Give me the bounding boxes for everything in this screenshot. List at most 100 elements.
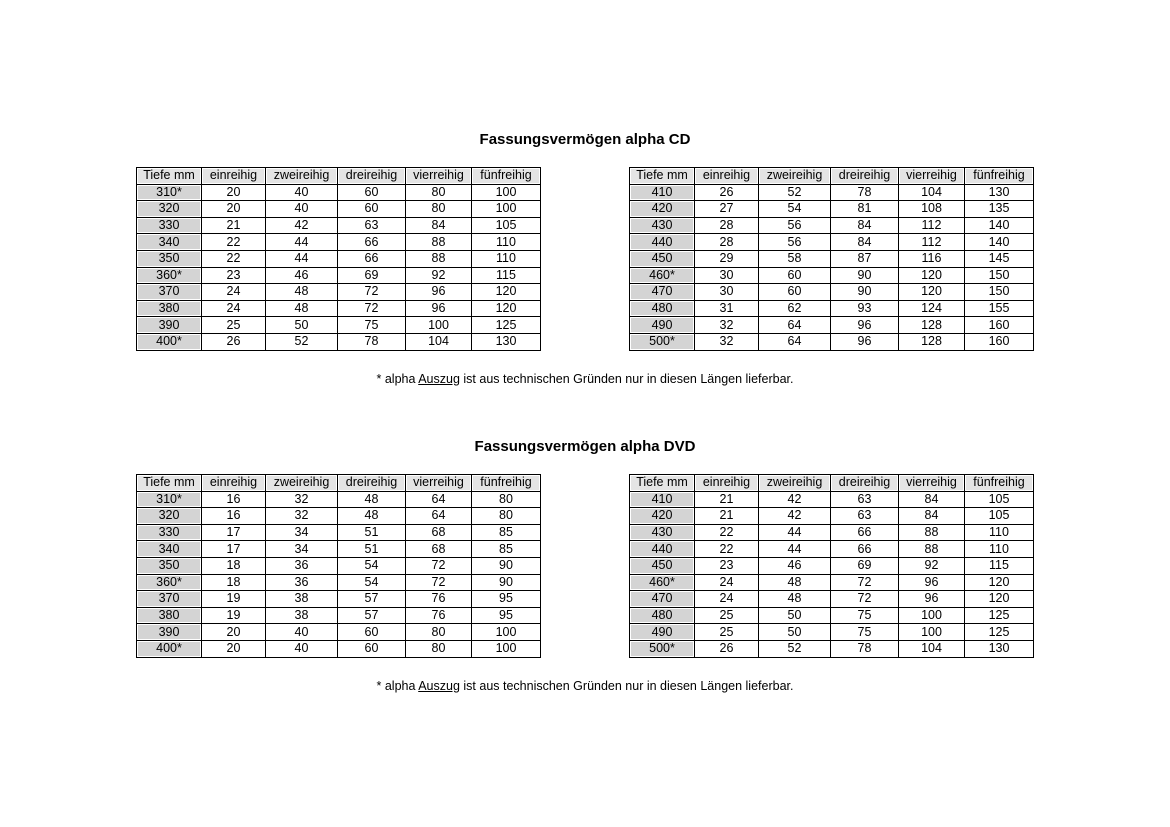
depth-cell: 350 xyxy=(136,556,202,575)
depth-cell: 460* xyxy=(629,266,695,285)
capacity-cell: 26 xyxy=(694,183,759,202)
capacity-cell: 90 xyxy=(471,573,541,592)
column-header: fünfreihig xyxy=(471,167,541,185)
capacity-cell: 44 xyxy=(265,233,338,251)
capacity-cell: 52 xyxy=(758,183,831,202)
capacity-cell: 20 xyxy=(201,183,266,202)
capacity-cell: 18 xyxy=(201,556,266,575)
capacity-cell: 48 xyxy=(337,490,406,509)
table-row: 460* 30 60 90 120 150 xyxy=(629,266,1034,285)
capacity-cell: 52 xyxy=(265,332,338,351)
capacity-cell: 66 xyxy=(830,523,899,542)
footnote-text: * alpha xyxy=(376,679,419,693)
capacity-cell: 75 xyxy=(830,606,899,625)
capacity-cell: 150 xyxy=(964,283,1034,301)
column-header: dreireihig xyxy=(830,167,899,185)
capacity-cell: 20 xyxy=(201,200,266,218)
depth-cell: 370 xyxy=(136,590,202,608)
capacity-cell: 150 xyxy=(964,266,1034,285)
capacity-cell: 22 xyxy=(694,540,759,558)
capacity-cell: 30 xyxy=(694,283,759,301)
capacity-cell: 72 xyxy=(337,283,406,301)
capacity-cell: 72 xyxy=(830,590,899,608)
depth-cell: 480 xyxy=(629,299,695,318)
capacity-cell: 21 xyxy=(201,216,266,235)
depth-cell: 410 xyxy=(629,183,695,202)
table-row: 430 28 56 84 112 140 xyxy=(629,216,1034,235)
capacity-cell: 19 xyxy=(201,590,266,608)
table-row: 370 19 38 57 76 95 xyxy=(136,590,541,608)
column-header: einreihig xyxy=(201,167,266,185)
capacity-cell: 19 xyxy=(201,606,266,625)
capacity-cell: 25 xyxy=(694,623,759,641)
capacity-cell: 112 xyxy=(898,233,965,251)
capacity-cell: 42 xyxy=(265,216,338,235)
depth-cell: 440 xyxy=(629,233,695,251)
depth-cell: 330 xyxy=(136,216,202,235)
capacity-cell: 78 xyxy=(830,639,899,658)
table-row: 360* 23 46 69 92 115 xyxy=(136,266,541,285)
capacity-cell: 51 xyxy=(337,523,406,542)
capacity-cell: 24 xyxy=(694,573,759,592)
capacity-cell: 51 xyxy=(337,540,406,558)
table-row: 420 27 54 81 108 135 xyxy=(629,200,1034,218)
capacity-cell: 48 xyxy=(337,507,406,525)
depth-cell: 430 xyxy=(629,216,695,235)
capacity-cell: 100 xyxy=(471,200,541,218)
depth-cell: 370 xyxy=(136,283,202,301)
depth-cell: 380 xyxy=(136,299,202,318)
table-row: 470 24 48 72 96 120 xyxy=(629,590,1034,608)
capacity-cell: 100 xyxy=(471,183,541,202)
table-row: 340 22 44 66 88 110 xyxy=(136,233,541,251)
depth-cell: 310* xyxy=(136,490,202,509)
section-title-dvd: Fassungsvermögen alpha DVD xyxy=(474,438,696,455)
capacity-cell: 108 xyxy=(898,200,965,218)
capacity-cell: 92 xyxy=(405,266,472,285)
capacity-cell: 52 xyxy=(758,639,831,658)
capacity-cell: 140 xyxy=(964,216,1034,235)
column-header: dreireihig xyxy=(337,474,406,492)
footnote-auszug: Auszug xyxy=(418,372,460,386)
table-row: 470 30 60 90 120 150 xyxy=(629,283,1034,301)
header-row: Tiefe mm einreihig zweireihig dreireihig vie… xyxy=(629,474,1034,492)
capacity-cell: 104 xyxy=(898,639,965,658)
depth-cell: 400* xyxy=(136,639,202,658)
capacity-cell: 46 xyxy=(265,266,338,285)
table-row: 410 26 52 78 104 130 xyxy=(629,183,1034,202)
capacity-cell: 80 xyxy=(471,507,541,525)
capacity-cell: 40 xyxy=(265,623,338,641)
section-title-cd: Fassungsvermögen alpha CD xyxy=(479,131,691,148)
column-header: vierreihig xyxy=(405,474,472,492)
capacity-cell: 120 xyxy=(964,590,1034,608)
column-header: zweireihig xyxy=(265,474,338,492)
capacity-cell: 112 xyxy=(898,216,965,235)
header-row: Tiefe mm einreihig zweireihig dreireihig vie… xyxy=(136,167,541,185)
table-row: 480 25 50 75 100 125 xyxy=(629,606,1034,625)
capacity-cell: 28 xyxy=(694,233,759,251)
capacity-cell: 160 xyxy=(964,332,1034,351)
capacity-cell: 66 xyxy=(830,540,899,558)
depth-cell: 360* xyxy=(136,573,202,592)
depth-cell: 450 xyxy=(629,556,695,575)
capacity-cell: 24 xyxy=(694,590,759,608)
table-row: 380 24 48 72 96 120 xyxy=(136,299,541,318)
capacity-cell: 18 xyxy=(201,573,266,592)
capacity-cell: 64 xyxy=(405,490,472,509)
depth-cell: 350 xyxy=(136,249,202,268)
table-row: 500* 32 64 96 128 160 xyxy=(629,332,1034,351)
column-header: dreireihig xyxy=(830,474,899,492)
capacity-cell: 28 xyxy=(694,216,759,235)
capacity-cell: 100 xyxy=(898,623,965,641)
table-row: 390 25 50 75 100 125 xyxy=(136,316,541,334)
capacity-cell: 29 xyxy=(694,249,759,268)
capacity-cell: 120 xyxy=(898,283,965,301)
capacity-cell: 64 xyxy=(405,507,472,525)
capacity-cell: 27 xyxy=(694,200,759,218)
capacity-cell: 90 xyxy=(830,266,899,285)
capacity-cell: 48 xyxy=(758,590,831,608)
table-row: 330 21 42 63 84 105 xyxy=(136,216,541,235)
capacity-cell: 57 xyxy=(337,590,406,608)
table-row: 440 22 44 66 88 110 xyxy=(629,540,1034,558)
table-row: 360* 18 36 54 72 90 xyxy=(136,573,541,592)
table-row: 480 31 62 93 124 155 xyxy=(629,299,1034,318)
